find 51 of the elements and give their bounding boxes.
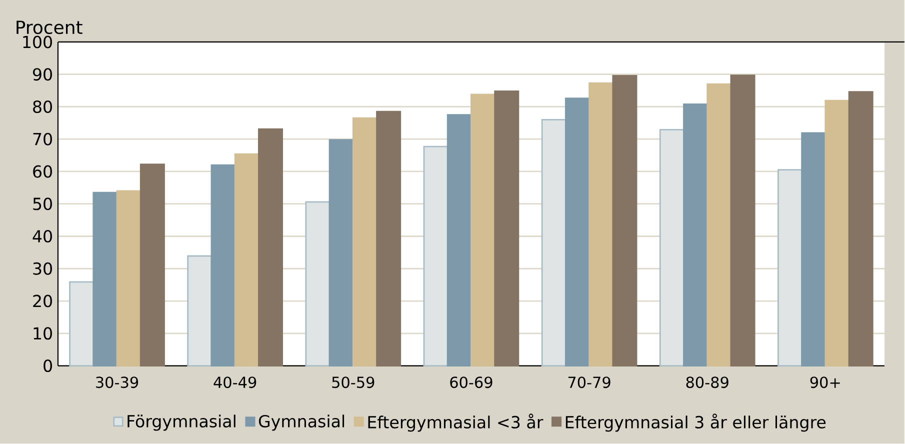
y-tick-label: 70 [33, 132, 52, 146]
bar [69, 281, 94, 367]
bar [801, 132, 826, 367]
legend-label: Eftergymnasial <3 år [368, 414, 544, 432]
legend-label: Gymnasial [258, 414, 344, 431]
y-tick-label: 50 [33, 198, 52, 210]
bar [612, 75, 638, 367]
y-tick-label: 90 [33, 68, 52, 81]
y-tick-label: 80 [33, 100, 52, 114]
bar [588, 82, 614, 367]
bar [777, 169, 802, 367]
bar [824, 100, 850, 367]
bar [328, 139, 354, 367]
y-tick-label: 10 [34, 327, 52, 340]
legend-label: Förgymnasial [128, 414, 236, 431]
bar [446, 114, 472, 367]
y-tick-label: 100 [23, 36, 52, 48]
y-tick-label: 0 [44, 360, 52, 372]
x-tick-label: 70-79 [568, 376, 610, 388]
bar [305, 201, 330, 367]
x-tick-label: 80-89 [686, 376, 728, 388]
x-tick-label: 50-59 [332, 376, 374, 388]
bar [92, 192, 118, 367]
bar [352, 118, 378, 367]
bar [140, 164, 165, 367]
bar [423, 146, 448, 367]
bar [376, 111, 402, 367]
x-tick-label: 60-69 [450, 376, 492, 388]
bar [730, 74, 756, 367]
bar [848, 91, 874, 367]
legend-label: Eftergymnasial 3 år eller längre [566, 414, 826, 432]
bar [564, 98, 590, 367]
bar [116, 190, 142, 367]
x-tick-label: 30-39 [96, 376, 138, 388]
x-tick-label: 40-49 [214, 376, 256, 388]
bar [683, 104, 708, 367]
bar [234, 153, 260, 367]
y-tick-label: 60 [33, 165, 52, 178]
y-tick-label: 30 [33, 262, 52, 276]
y-tick-label: 20 [33, 294, 52, 308]
bar [470, 94, 496, 367]
bar [210, 164, 236, 367]
bar [541, 119, 566, 367]
bar [494, 90, 520, 367]
bar [258, 128, 283, 367]
y-tick-label: 40 [32, 230, 52, 243]
bar [187, 255, 212, 367]
y-axis-title: Procent [16, 20, 82, 34]
bar [706, 84, 732, 367]
bar [659, 129, 684, 367]
x-tick-label: 90+ [810, 376, 840, 388]
